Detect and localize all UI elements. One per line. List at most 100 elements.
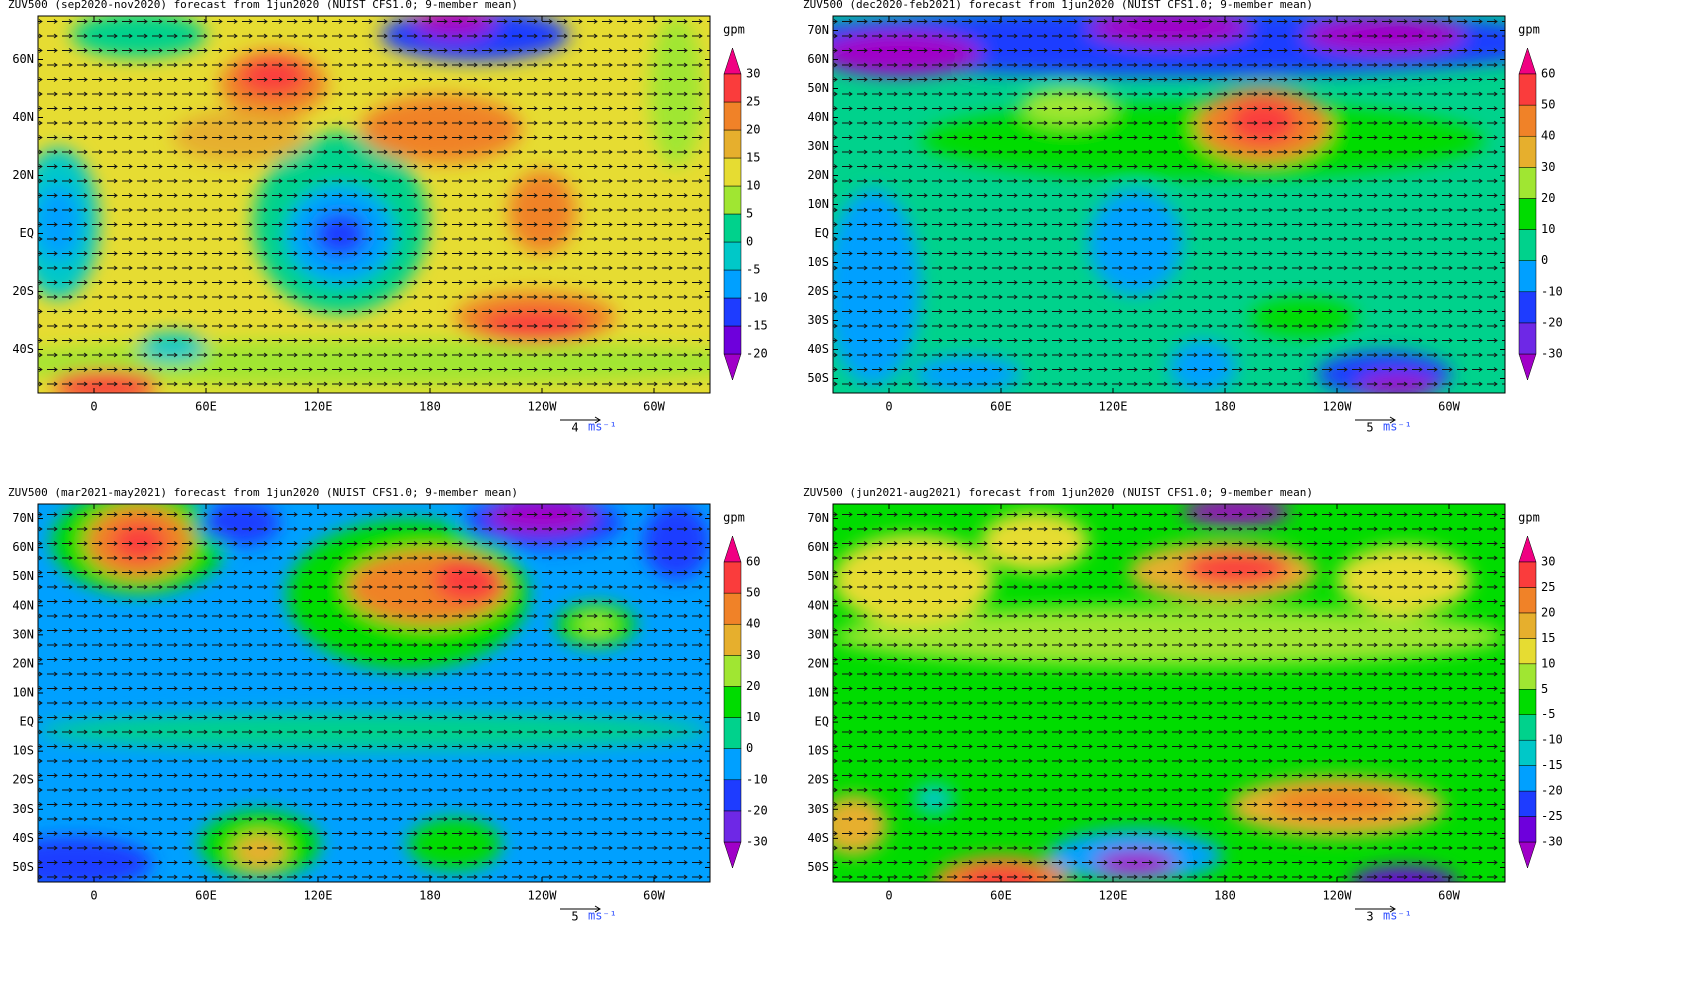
panel-title: ZUV500 (mar2021-may2021) forecast from 1… bbox=[8, 486, 518, 499]
y-tick-label: 20S bbox=[12, 773, 34, 787]
colorbar-box bbox=[723, 779, 742, 812]
colorbar-label: 10 bbox=[1541, 656, 1555, 670]
y-tick-label: 40N bbox=[12, 598, 34, 612]
y-tick-label: 10N bbox=[807, 197, 829, 211]
colorbar-label: 30 bbox=[1541, 160, 1555, 174]
reference-arrow bbox=[1355, 905, 1396, 913]
y-tick-label: 10S bbox=[807, 255, 829, 269]
colorbar-box bbox=[723, 297, 742, 327]
y-tick-label: EQ bbox=[20, 226, 34, 240]
y-tick-label: 20S bbox=[807, 773, 829, 787]
colorbar-box bbox=[723, 129, 742, 159]
reference-unit: ms⁻¹ bbox=[588, 909, 617, 923]
x-tick-label: 120E bbox=[304, 400, 333, 414]
colorbar-label: 25 bbox=[746, 95, 760, 109]
colorbar-triangle bbox=[723, 841, 742, 869]
x-tick-label: 60W bbox=[1438, 400, 1460, 414]
y-tick-label: 30N bbox=[807, 627, 829, 641]
y-tick-label: 50S bbox=[807, 371, 829, 385]
colorbar-box bbox=[1518, 612, 1537, 639]
y-tick-label: 20S bbox=[12, 284, 34, 298]
colorbar-unit: gpm bbox=[1518, 23, 1540, 37]
colorbar-label: -25 bbox=[1541, 809, 1563, 823]
map-panel: ZUV500 (dec2020-feb2021) forecast from 1… bbox=[803, 0, 1563, 435]
field bbox=[38, 16, 710, 393]
colorbar-label: -15 bbox=[746, 319, 768, 333]
colorbar-label: 20 bbox=[1541, 191, 1555, 205]
y-tick-label: 50N bbox=[807, 81, 829, 95]
colorbar-label: 20 bbox=[746, 123, 760, 137]
colorbar-label: -30 bbox=[1541, 835, 1563, 849]
colorbar-box bbox=[723, 157, 742, 187]
colorbar-label: 60 bbox=[1541, 67, 1555, 81]
map-panel: ZUV500 (sep2020-nov2020) forecast from 1… bbox=[8, 0, 768, 435]
colorbar-unit: gpm bbox=[723, 511, 745, 525]
colorbar-box bbox=[1518, 104, 1537, 137]
colorbar-label: 5 bbox=[1541, 682, 1548, 696]
colorbar-label: -15 bbox=[1541, 758, 1563, 772]
colorbar-label: 25 bbox=[1541, 580, 1555, 594]
colorbar-label: -20 bbox=[746, 347, 768, 361]
colorbar-triangle bbox=[723, 47, 742, 75]
y-tick-label: 60N bbox=[12, 540, 34, 554]
x-tick-label: 120E bbox=[1099, 400, 1128, 414]
x-tick-label: 60E bbox=[195, 889, 217, 903]
colorbar-label: 10 bbox=[1541, 222, 1555, 236]
y-tick-label: 40S bbox=[807, 342, 829, 356]
x-tick-label: 60W bbox=[1438, 889, 1460, 903]
colorbar-box bbox=[723, 185, 742, 215]
reference-value: 5 bbox=[571, 910, 578, 924]
colorbar-label: -5 bbox=[1541, 707, 1555, 721]
colorbar-box bbox=[1518, 73, 1537, 106]
reference-arrow bbox=[560, 416, 601, 424]
wind-vectors bbox=[833, 16, 1505, 393]
colorbar-label: -10 bbox=[1541, 284, 1563, 298]
colorbar-label: 20 bbox=[746, 679, 760, 693]
wind-vectors bbox=[38, 504, 710, 882]
panel-title: ZUV500 (dec2020-feb2021) forecast from 1… bbox=[803, 0, 1313, 11]
colorbar-triangle bbox=[723, 535, 742, 563]
colorbar-box bbox=[1518, 663, 1537, 690]
field bbox=[833, 16, 1505, 393]
y-tick-label: 10N bbox=[807, 686, 829, 700]
colorbar-box bbox=[1518, 689, 1537, 715]
colorbar-label: -10 bbox=[746, 291, 768, 305]
colorbar-label: 5 bbox=[746, 207, 753, 221]
x-tick-label: 60E bbox=[990, 400, 1012, 414]
colorbar-box bbox=[1518, 322, 1537, 355]
x-tick-label: 60W bbox=[643, 889, 665, 903]
x-tick-label: 180 bbox=[419, 889, 441, 903]
colorbar-label: -20 bbox=[746, 803, 768, 817]
colorbar-label: 0 bbox=[746, 741, 753, 755]
reference-unit: ms⁻¹ bbox=[588, 420, 617, 434]
y-tick-label: 20S bbox=[807, 284, 829, 298]
colorbar-box bbox=[723, 269, 742, 299]
y-tick-label: 50S bbox=[12, 860, 34, 874]
colorbar-box bbox=[1518, 198, 1537, 230]
y-tick-label: EQ bbox=[20, 715, 34, 729]
colorbar-label: -10 bbox=[746, 772, 768, 786]
y-tick-label: 30N bbox=[12, 627, 34, 641]
x-tick-label: 60E bbox=[990, 889, 1012, 903]
colorbar-label: 10 bbox=[746, 179, 760, 193]
colorbar-box bbox=[1518, 135, 1537, 168]
colorbar-triangle bbox=[1518, 535, 1537, 563]
reference-arrow bbox=[560, 905, 601, 913]
colorbar-label: 10 bbox=[746, 710, 760, 724]
y-tick-label: 60N bbox=[807, 540, 829, 554]
x-tick-label: 120W bbox=[528, 889, 558, 903]
y-tick-label: 20N bbox=[12, 656, 34, 670]
colorbar-label: -20 bbox=[1541, 784, 1563, 798]
y-tick-label: 50S bbox=[807, 860, 829, 874]
y-tick-label: 40S bbox=[12, 831, 34, 845]
map-panel: ZUV500 (mar2021-may2021) forecast from 1… bbox=[8, 486, 768, 924]
wind-vectors bbox=[38, 16, 710, 393]
colorbar-box bbox=[723, 655, 742, 687]
colorbar-triangle bbox=[723, 353, 742, 381]
y-tick-label: EQ bbox=[815, 226, 829, 240]
y-tick-label: 50N bbox=[12, 569, 34, 583]
x-tick-label: 120W bbox=[1323, 400, 1353, 414]
y-tick-label: 20N bbox=[12, 168, 34, 182]
colorbar-box bbox=[1518, 167, 1537, 199]
